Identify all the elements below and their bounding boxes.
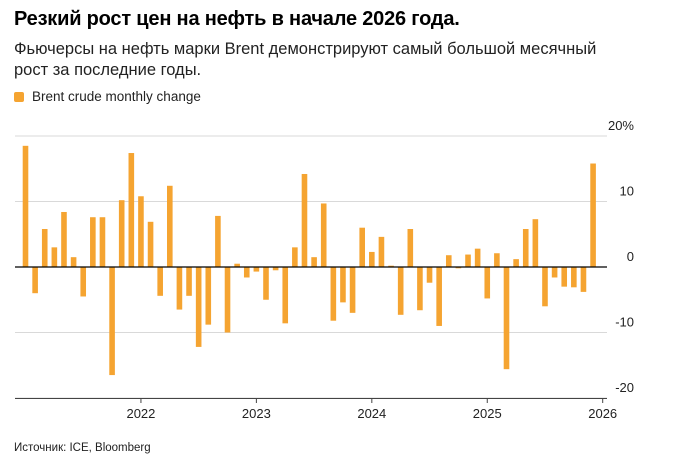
- bar: [590, 163, 596, 267]
- chart-subtitle: Фьючерсы на нефть марки Brent демонстрир…: [14, 40, 597, 79]
- bar: [436, 267, 442, 326]
- bar: [215, 215, 221, 267]
- bar: [292, 247, 298, 267]
- bar: [378, 236, 385, 267]
- bar: [41, 229, 48, 267]
- bar: [522, 229, 529, 267]
- bar: [330, 267, 337, 321]
- bar: [320, 203, 327, 267]
- bar: [99, 217, 106, 267]
- bar: [513, 259, 519, 267]
- bar: [417, 267, 423, 311]
- bar: [282, 267, 289, 324]
- bar: [272, 267, 279, 271]
- bar: [349, 267, 356, 313]
- bar: [167, 185, 173, 267]
- bar: [388, 265, 394, 267]
- bar: [542, 267, 548, 307]
- bar: [340, 267, 346, 303]
- bar: [147, 221, 154, 267]
- bar: [580, 267, 587, 292]
- y-tick-label: 10: [620, 184, 634, 199]
- source-note: Источник: ICE, Bloomberg: [14, 442, 151, 454]
- bar: [311, 257, 317, 267]
- x-tick-label: 2023: [242, 406, 271, 421]
- bar: [407, 229, 414, 267]
- legend-swatch: [14, 91, 24, 102]
- bar: [561, 267, 568, 287]
- bar: [138, 196, 144, 267]
- x-tick-label: 2024: [357, 406, 386, 421]
- y-tick-label: -20: [615, 380, 634, 395]
- x-tick-label: 2022: [126, 406, 155, 421]
- bar: [157, 267, 163, 296]
- bar: [532, 219, 539, 267]
- bar: [455, 267, 462, 269]
- bar: [263, 267, 269, 300]
- bar: [445, 255, 452, 267]
- bar: [176, 267, 183, 310]
- bar: [301, 173, 308, 267]
- bar: [551, 267, 558, 278]
- bar: [243, 267, 250, 278]
- bar: [571, 267, 577, 288]
- bar: [109, 267, 115, 376]
- x-tick-label: 2025: [473, 406, 502, 421]
- bar: [494, 253, 500, 267]
- bar: [51, 247, 58, 267]
- bar: [195, 267, 202, 347]
- bar: [70, 257, 77, 267]
- bar: [503, 267, 510, 370]
- bar: [474, 248, 481, 267]
- bar: [397, 267, 404, 315]
- axes: [15, 266, 607, 403]
- bar: [369, 251, 375, 267]
- y-tick-label: -10: [615, 315, 634, 330]
- tick-labels: 20% 10 0 -10 -20 2022 2023 2024 2025 2026: [126, 118, 634, 421]
- x-tick-label: 2026: [588, 406, 617, 421]
- bar: [484, 267, 491, 299]
- bar: [234, 263, 240, 267]
- bar: [128, 153, 135, 267]
- bar: [32, 267, 38, 294]
- bar: [253, 267, 260, 272]
- y-tick-label: 20%: [608, 118, 634, 133]
- bar: [61, 211, 67, 267]
- bar: [90, 217, 96, 267]
- bar: [465, 254, 471, 267]
- bar: [118, 200, 125, 267]
- bar: [426, 267, 433, 283]
- bar: [186, 267, 192, 296]
- bar: [80, 267, 87, 297]
- bar: [205, 267, 212, 325]
- legend-label: Brent crude monthly change: [32, 89, 201, 104]
- bar: [224, 267, 231, 333]
- bar: [359, 227, 365, 267]
- bar: [22, 145, 29, 267]
- bars: [22, 145, 596, 376]
- chart-title: Резкий рост цен на нефть в начале 2026 г…: [14, 8, 460, 30]
- y-tick-label: 0: [627, 249, 634, 264]
- legend: Brent crude monthly change: [14, 89, 201, 104]
